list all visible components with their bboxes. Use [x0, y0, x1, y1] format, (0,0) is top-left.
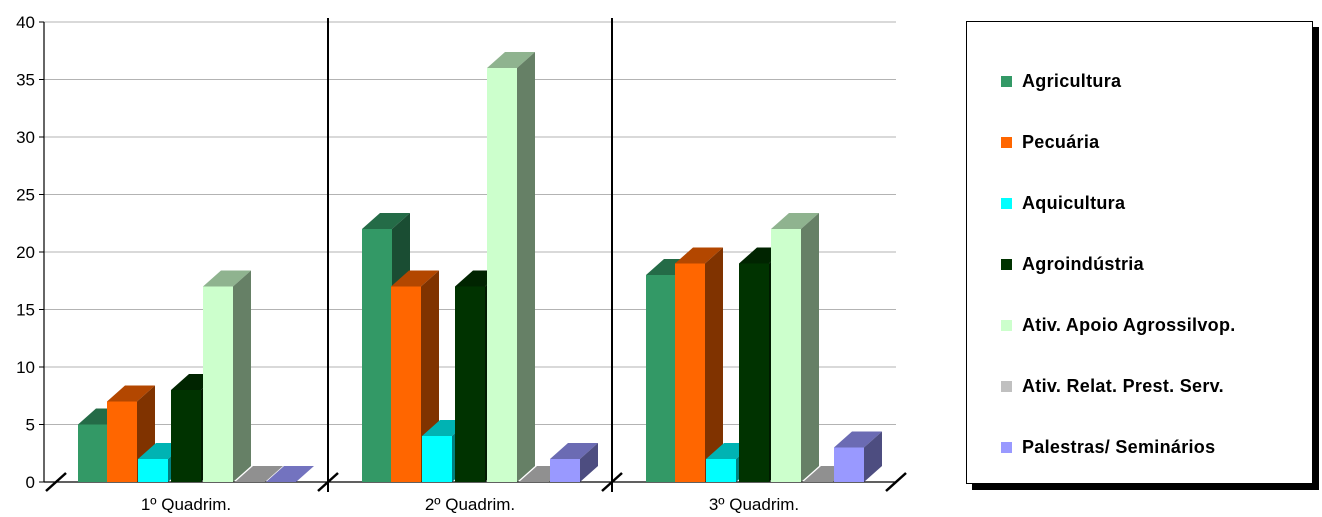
bar — [771, 229, 801, 482]
legend-label: Agricultura — [1022, 70, 1122, 91]
x-tick-label: 2º Quadrim. — [425, 495, 515, 514]
legend: Agricultura Pecuária Aquicultura Agroind… — [966, 21, 1313, 484]
y-tick-label: 10 — [16, 358, 35, 377]
y-tick-label: 20 — [16, 243, 35, 262]
y-tick-label: 15 — [16, 301, 35, 320]
legend-label: Pecuária — [1022, 131, 1100, 152]
legend-swatch — [1001, 136, 1012, 148]
bar — [706, 459, 736, 482]
bar-top — [235, 466, 283, 482]
legend-swatch — [1001, 380, 1012, 392]
bar-top — [266, 466, 314, 482]
bar-top — [107, 385, 155, 402]
labels: 0 5 10 15 20 25 30 35 40 1º Quadrim. 2º Quadrim. 3º… — [16, 13, 799, 514]
legend-item: Agroindústria — [1001, 253, 1144, 275]
bar-side — [580, 443, 598, 482]
bar-top — [203, 270, 251, 287]
legend-item: Palestras/ Seminários — [1001, 436, 1215, 458]
axis-break-mark — [601, 472, 623, 492]
bar-top — [550, 443, 598, 459]
bar — [422, 436, 452, 482]
bar-side — [801, 213, 819, 482]
bar — [675, 263, 705, 482]
bar-top — [487, 52, 535, 68]
legend-swatch — [1001, 75, 1012, 87]
legend-swatch — [1001, 258, 1012, 270]
bar — [487, 68, 517, 482]
bar — [646, 275, 676, 482]
bar-side — [705, 247, 723, 482]
legend-label: Palestras/ Seminários — [1022, 436, 1216, 457]
bar — [391, 286, 421, 482]
bar — [171, 390, 201, 482]
legend-swatch — [1001, 319, 1012, 331]
y-tick-label: 5 — [26, 416, 35, 435]
legend-item: Pecuária — [1001, 131, 1099, 153]
y-tick-label: 40 — [16, 13, 35, 32]
legend-label: Ativ. Relat. Prest. Serv. — [1022, 375, 1224, 396]
bar — [455, 286, 485, 482]
bar-side — [864, 431, 882, 482]
bar — [138, 459, 168, 482]
legend-item: Ativ. Relat. Prest. Serv. — [1001, 375, 1224, 397]
bar-side — [517, 52, 535, 482]
legend-item: Aquicultura — [1001, 192, 1125, 214]
x-tick-label: 3º Quadrim. — [709, 495, 799, 514]
bar-side — [233, 270, 251, 482]
bar-top — [834, 431, 882, 448]
axis-break-mark — [885, 472, 907, 492]
bar-top — [362, 213, 410, 229]
bar — [550, 459, 580, 482]
axis-break-mark — [45, 472, 67, 492]
bar-top — [675, 247, 723, 264]
y-tick-label: 0 — [26, 473, 35, 492]
y-tick-label: 30 — [16, 128, 35, 147]
legend-swatch — [1001, 441, 1012, 453]
bars — [78, 52, 882, 482]
legend-label: Ativ. Apoio Agrossilvop. — [1022, 314, 1236, 335]
bar — [362, 229, 392, 482]
bar-chart: 0 5 10 15 20 25 30 35 40 1º Quadrim. 2º Quadrim. 3º… — [16, 13, 907, 514]
bar — [834, 447, 864, 482]
x-tick-label: 1º Quadrim. — [141, 495, 231, 514]
bar — [78, 424, 108, 482]
bar-top — [391, 270, 439, 287]
bar — [739, 263, 769, 482]
y-tick-label: 25 — [16, 186, 35, 205]
legend-item: Agricultura — [1001, 70, 1121, 92]
legend-label: Agroindústria — [1022, 253, 1144, 274]
axis-break-mark — [317, 472, 339, 492]
legend-label: Aquicultura — [1022, 192, 1126, 213]
legend-swatch — [1001, 197, 1012, 209]
legend-item: Ativ. Apoio Agrossilvop. — [1001, 314, 1236, 336]
bar — [107, 401, 137, 482]
y-tick-label: 35 — [16, 71, 35, 90]
bar-top — [771, 213, 819, 229]
bar — [203, 286, 233, 482]
